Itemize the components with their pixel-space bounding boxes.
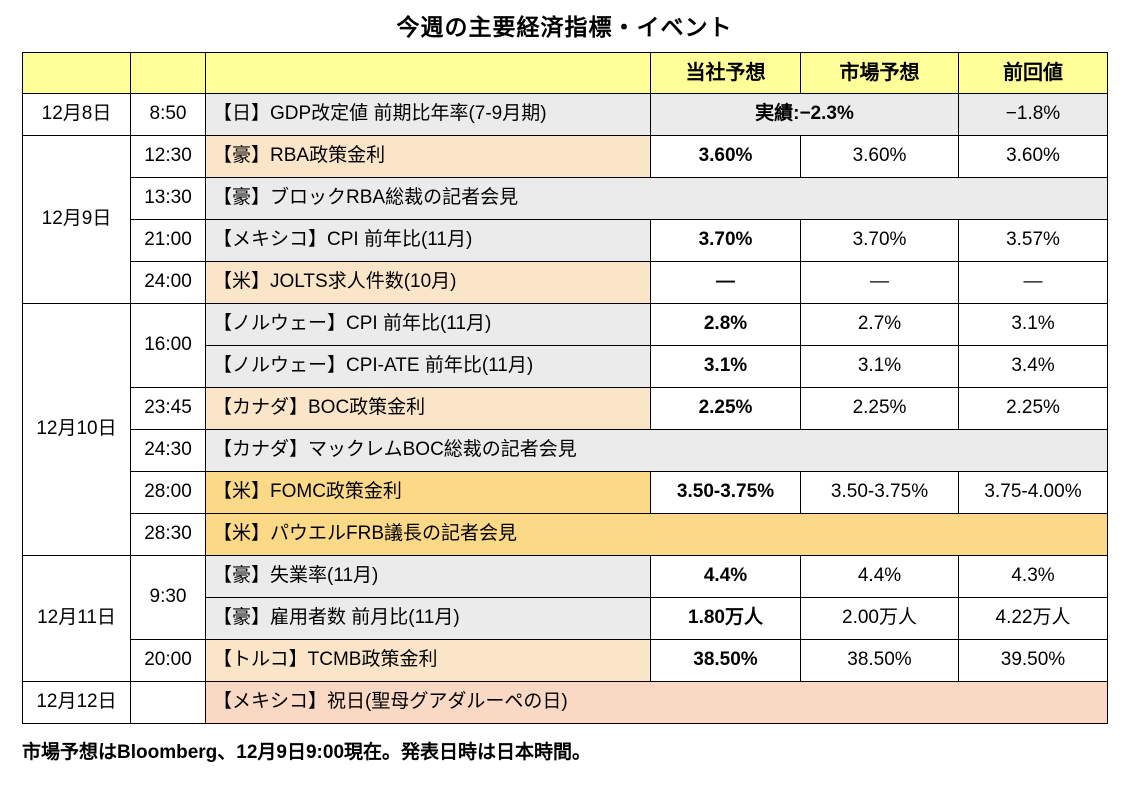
market-forecast-cell: 4.4%	[800, 555, 959, 598]
previous-value-cell: 3.60%	[958, 135, 1108, 178]
table-row: 28:00 【米】FOMC政策金利 3.50-3.75% 3.50-3.75% 3.75…	[23, 471, 1108, 514]
event-cell: 【豪】RBA政策金利	[205, 135, 651, 178]
previous-value-cell: 3.1%	[958, 303, 1108, 346]
event-cell: 【カナダ】BOC政策金利	[205, 387, 651, 430]
time-cell: 13:30	[130, 177, 206, 220]
header-market-forecast: 市場予想	[800, 52, 959, 94]
event-cell: 【米】FOMC政策金利	[205, 471, 651, 514]
footnote: 市場予想はBloomberg、12月9日9:00現在。発表日時は日本時間。	[22, 742, 592, 763]
header-event-cell	[205, 52, 651, 94]
table-row: 13:30 【豪】ブロックRBA総裁の記者会見	[23, 177, 1108, 220]
table-row: 【豪】雇用者数 前月比(11月) 1.80万人 2.00万人 4.22万人	[23, 597, 1108, 640]
event-cell: 【米】パウエルFRB議長の記者会見	[205, 513, 1108, 556]
previous-value-cell: 3.4%	[958, 345, 1108, 388]
header-row: 当社予想 市場予想 前回値	[22, 52, 1108, 94]
date-cell: 12月9日	[22, 135, 131, 304]
previous-value-cell: −1.8%	[958, 93, 1108, 136]
time-cell: 24:30	[130, 429, 206, 472]
our-forecast-cell: ―	[650, 261, 801, 304]
table-row: 12月8日 8:50 【日】GDP改定値 前期比年率(7-9月期) 実績:−2.3% −…	[22, 93, 1108, 136]
previous-value-cell: 3.75-4.00%	[958, 471, 1108, 514]
time-cell: 8:50	[130, 93, 206, 136]
market-forecast-cell: ―	[800, 261, 959, 304]
our-forecast-cell: 4.4%	[650, 555, 801, 598]
previous-value-cell: 2.25%	[958, 387, 1108, 430]
event-cell: 【ノルウェー】CPI-ATE 前年比(11月)	[205, 345, 651, 388]
previous-value-cell: 3.57%	[958, 219, 1108, 262]
our-forecast-cell: 3.60%	[650, 135, 801, 178]
table-row: 20:00 【トルコ】TCMB政策金利 38.50% 38.50% 39.50%	[23, 639, 1108, 682]
our-forecast-cell: 1.80万人	[650, 597, 801, 640]
page-title: 今週の主要経済指標・イベント	[396, 14, 733, 40]
header-previous-value: 前回値	[958, 52, 1108, 94]
table-row: 12月12日 【メキシコ】祝日(聖母グアダルーペの日)	[22, 681, 1108, 724]
event-cell: 【ノルウェー】CPI 前年比(11月)	[205, 303, 651, 346]
our-forecast-cell: 3.50-3.75%	[650, 471, 801, 514]
our-forecast-cell: 2.25%	[650, 387, 801, 430]
table-row: 24:00 【米】JOLTS求人件数(10月) ― ― ―	[23, 261, 1108, 304]
market-forecast-cell: 3.1%	[800, 345, 959, 388]
date-cell: 12月12日	[22, 681, 131, 724]
market-forecast-cell: 2.7%	[800, 303, 959, 346]
header-time-cell	[130, 52, 206, 94]
actual-result-cell: 実績:−2.3%	[650, 93, 959, 136]
economic-calendar-page: 今週の主要経済指標・イベント 当社予想 市場予想 前回値 12月8日 8:50 【日…	[0, 8, 1129, 764]
market-forecast-cell: 2.25%	[800, 387, 959, 430]
time-cell	[130, 681, 206, 724]
event-cell: 【カナダ】マックレムBOC総裁の記者会見	[205, 429, 1108, 472]
event-cell: 【メキシコ】CPI 前年比(11月)	[205, 219, 651, 262]
table-row: 【ノルウェー】CPI-ATE 前年比(11月) 3.1% 3.1% 3.4%	[23, 345, 1108, 388]
table-row: 28:30 【米】パウエルFRB議長の記者会見	[23, 513, 1108, 556]
market-forecast-cell: 3.70%	[800, 219, 959, 262]
previous-value-cell: 4.3%	[958, 555, 1108, 598]
header-date-cell	[22, 52, 131, 94]
event-cell: 【豪】失業率(11月)	[205, 555, 651, 598]
our-forecast-cell: 3.70%	[650, 219, 801, 262]
time-cell: 12:30	[130, 135, 206, 178]
market-forecast-cell: 38.50%	[800, 639, 959, 682]
event-cell: 【トルコ】TCMB政策金利	[205, 639, 651, 682]
date-cell: 12月11日	[22, 555, 131, 682]
time-cell: 21:00	[130, 219, 206, 262]
time-cell: 16:00	[130, 303, 206, 388]
event-cell: 【メキシコ】祝日(聖母グアダルーペの日)	[205, 681, 1108, 724]
date-cell: 12月8日	[22, 93, 131, 136]
time-cell: 28:00	[130, 471, 206, 514]
previous-value-cell: 4.22万人	[958, 597, 1108, 640]
table-body: 12月8日 8:50 【日】GDP改定値 前期比年率(7-9月期) 実績:−2.3% −…	[22, 93, 1108, 724]
event-cell: 【米】JOLTS求人件数(10月)	[205, 261, 651, 304]
table-row: 12月9日 12:30 【豪】RBA政策金利 3.60% 3.60% 3.60%	[22, 135, 1108, 304]
time-cell: 28:30	[130, 513, 206, 556]
table-row: 23:45 【カナダ】BOC政策金利 2.25% 2.25% 2.25%	[23, 387, 1108, 430]
time-cell: 24:00	[130, 261, 206, 304]
event-cell: 【日】GDP改定値 前期比年率(7-9月期)	[205, 93, 651, 136]
market-forecast-cell: 3.60%	[800, 135, 959, 178]
our-forecast-cell: 2.8%	[650, 303, 801, 346]
our-forecast-cell: 3.1%	[650, 345, 801, 388]
time-cell: 23:45	[130, 387, 206, 430]
table-row: 12月11日 9:30 【豪】失業率(11月) 4.4% 4.4% 4.3%	[22, 555, 1108, 682]
market-forecast-cell: 2.00万人	[800, 597, 959, 640]
table-row: 24:30 【カナダ】マックレムBOC総裁の記者会見	[23, 429, 1108, 472]
table-row: 12月10日 16:00 【ノルウェー】CPI 前年比(11月) 2.8% 2.7% 3.…	[22, 303, 1108, 556]
market-forecast-cell: 3.50-3.75%	[800, 471, 959, 514]
economic-calendar-table: 当社予想 市場予想 前回値 12月8日 8:50 【日】GDP改定値 前期比年率(7…	[22, 52, 1108, 724]
time-cell: 9:30	[130, 555, 206, 640]
date-cell: 12月10日	[22, 303, 131, 556]
previous-value-cell: ―	[958, 261, 1108, 304]
table-header: 当社予想 市場予想 前回値	[22, 52, 1108, 94]
event-cell: 【豪】ブロックRBA総裁の記者会見	[205, 177, 1108, 220]
table-row: 21:00 【メキシコ】CPI 前年比(11月) 3.70% 3.70% 3.57%	[23, 219, 1108, 262]
event-cell: 【豪】雇用者数 前月比(11月)	[205, 597, 651, 640]
time-cell: 20:00	[130, 639, 206, 682]
header-our-forecast: 当社予想	[650, 52, 801, 94]
our-forecast-cell: 38.50%	[650, 639, 801, 682]
previous-value-cell: 39.50%	[958, 639, 1108, 682]
